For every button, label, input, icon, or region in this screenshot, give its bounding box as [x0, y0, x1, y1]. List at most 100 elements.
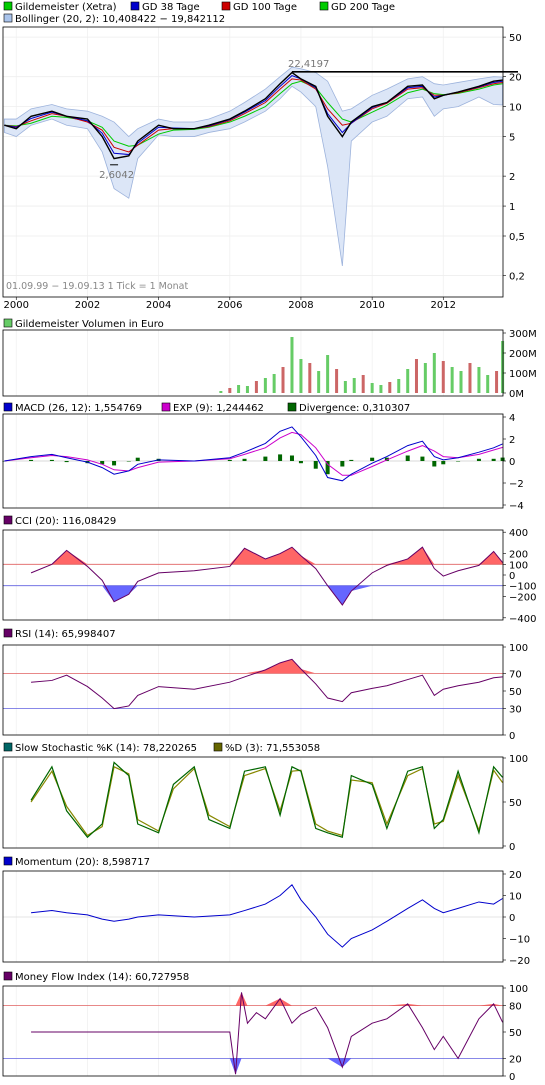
- macd-y-label: 2: [509, 435, 515, 446]
- legend-swatch-icon: [3, 402, 13, 412]
- divergence-bar: [49, 459, 54, 461]
- divergence-bar: [420, 456, 425, 461]
- momentum-y-label: 20: [509, 870, 522, 881]
- volume-bar: [414, 359, 418, 393]
- legend-swatch-icon: [3, 856, 13, 866]
- volume-bar: [441, 361, 445, 393]
- volume-bar: [361, 375, 365, 393]
- volume-bar: [290, 337, 294, 393]
- volume-bar: [370, 383, 374, 393]
- cci-y-label: 100: [509, 560, 528, 571]
- legend-swatch-icon: [3, 1, 13, 11]
- volume-bar: [495, 371, 499, 393]
- divergence-bar: [263, 456, 268, 461]
- legend-swatch-icon: [3, 742, 13, 752]
- mfi-y-label: 20: [509, 1054, 522, 1065]
- cci-y-label: −100: [509, 582, 536, 593]
- cci-y-label: −200: [509, 592, 536, 603]
- volume-bar: [326, 355, 330, 393]
- volume-bar: [450, 367, 454, 393]
- volume-bar: [281, 367, 285, 393]
- volume-bar: [219, 391, 223, 393]
- volume-bar: [317, 371, 321, 393]
- x-axis-label: 2008: [288, 300, 313, 311]
- main-plot-frame: [2, 26, 504, 298]
- legend-volume: Gildemeister Volumen in Euro: [15, 319, 164, 330]
- mfi-y-label: 0: [509, 1072, 515, 1083]
- legend-swatch-icon: [319, 1, 329, 11]
- volume-bar: [272, 374, 276, 393]
- divergence-bar: [441, 461, 446, 465]
- volume-bar: [406, 369, 410, 393]
- volume-bar: [423, 363, 427, 393]
- rsi-y-label: 30: [509, 705, 522, 716]
- momentum-y-label: −10: [509, 935, 530, 946]
- legend-price: Gildemeister (Xetra): [15, 2, 117, 13]
- divergence-bar: [227, 459, 232, 461]
- high-annotation: 22,4197: [288, 59, 329, 70]
- divergence-bar: [112, 461, 117, 466]
- macd-y-label: 4: [509, 413, 515, 424]
- cci-plot-frame: [2, 529, 504, 621]
- legend-bollinger: Bollinger (20, 2): 10,408422 − 19,842112: [15, 14, 225, 25]
- volume-plot-frame: [2, 329, 504, 397]
- divergence-bar: [456, 461, 461, 462]
- cci-line: [30, 546, 503, 606]
- x-axis-label: 2006: [217, 300, 242, 311]
- divergence-bar: [476, 458, 481, 461]
- volume-bar: [397, 379, 401, 393]
- cci-oversold-fill: [31, 585, 503, 605]
- rsi-y-label: 50: [509, 687, 522, 698]
- main-y-label: 5: [509, 133, 515, 144]
- momentum-y-label: 10: [509, 892, 522, 903]
- divergence-bar: [126, 461, 131, 462]
- main-y-label: 0,5: [509, 232, 525, 243]
- legend-swatch-icon: [3, 515, 13, 525]
- mfi-y-label: 50: [509, 1028, 522, 1039]
- legend-swatch-icon: [130, 1, 140, 11]
- main-y-label: 1: [509, 202, 515, 213]
- divergence-bar: [340, 461, 345, 467]
- cci-y-label: 0: [509, 571, 515, 582]
- divergence-bar: [313, 461, 318, 469]
- divergence-bar: [298, 461, 303, 464]
- legend-cci: CCI (20): 116,08429: [15, 516, 116, 527]
- legend-macd: MACD (26, 12): 1,554769: [15, 403, 142, 414]
- cci-overbought-fill: [31, 547, 503, 565]
- stoch-k-line: [30, 761, 504, 839]
- volume-bar: [352, 378, 356, 393]
- mfi-overbought-fill: [31, 992, 503, 1006]
- mfi-oversold-fill: [31, 1058, 503, 1075]
- volume-y-label: 200M: [509, 349, 537, 360]
- legend-momentum: Momentum (20): 8,598717: [15, 857, 150, 868]
- divergence-bar: [278, 454, 283, 461]
- divergence-bar: [289, 455, 294, 461]
- legend-gd38: GD 38 Tage: [142, 2, 200, 13]
- divergence-bar: [64, 461, 69, 463]
- volume-bar: [263, 378, 267, 393]
- divergence-bar: [370, 457, 375, 461]
- legend-swatch-icon: [3, 13, 13, 23]
- legend-swatch-icon: [221, 1, 231, 11]
- legend-swatch-icon: [287, 402, 297, 412]
- legend-swatch-icon: [3, 628, 13, 638]
- divergence-bar: [135, 457, 140, 461]
- chart-info: 01.09.99 − 19.09.13 1 Tick = 1 Monat: [6, 281, 188, 292]
- momentum-plot-frame: [2, 870, 504, 963]
- divergence-bar: [29, 459, 34, 461]
- divergence-bar: [325, 461, 330, 475]
- x-axis-label: 2002: [75, 300, 100, 311]
- divergence-bar: [405, 455, 410, 461]
- main-y-label: 10: [509, 103, 522, 114]
- volume-bar: [254, 381, 258, 393]
- divergence-bar: [491, 458, 496, 461]
- legend-stoch-k: Slow Stochastic %K (14): 78,220265: [15, 743, 197, 754]
- divergence-bar: [242, 458, 247, 461]
- volume-bar: [308, 363, 312, 393]
- volume-bar: [486, 375, 490, 393]
- volume-bar: [388, 382, 392, 393]
- momentum-line: [31, 883, 503, 948]
- volume-bar: [379, 385, 383, 393]
- volume-bar: [343, 381, 347, 393]
- legend-swatch-icon: [161, 402, 171, 412]
